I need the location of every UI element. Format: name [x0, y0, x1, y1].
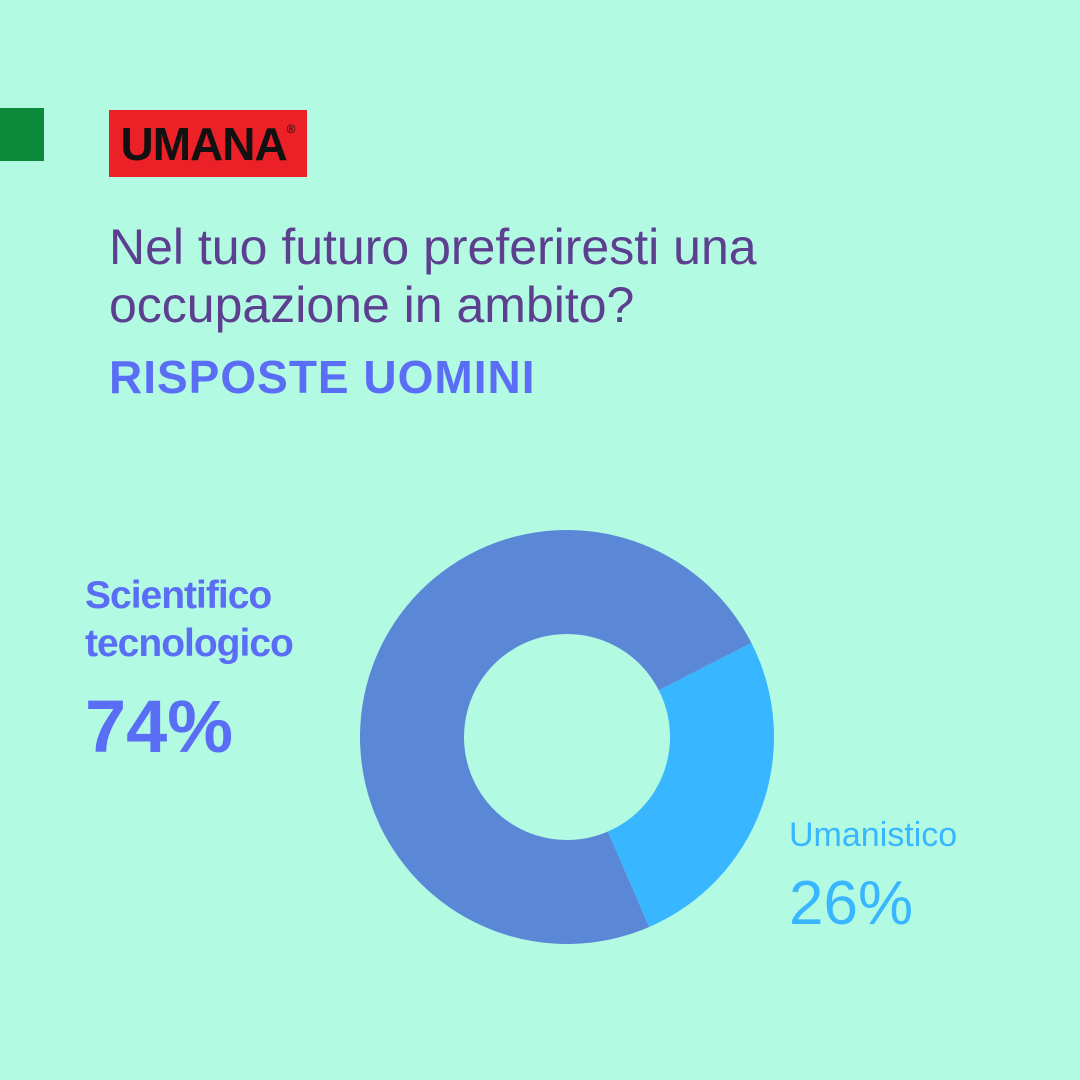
logo-mark: ® — [286, 122, 296, 136]
value-label: 26% — [789, 869, 914, 938]
slice-label: Umanistico — [789, 816, 958, 854]
value-label: 74% — [85, 685, 234, 768]
slice — [607, 643, 775, 927]
chart-title: Nel tuo futuro preferiresti una occupazi… — [109, 219, 757, 333]
logo-text: UMANA — [120, 117, 287, 170]
slice-label: Scientifico tecnologico — [85, 574, 294, 665]
chart-subtitle: RISPOSTE UOMINI — [109, 351, 536, 403]
logo: UMANA ® — [109, 110, 307, 177]
slice — [360, 530, 752, 944]
accent-square — [0, 108, 44, 161]
